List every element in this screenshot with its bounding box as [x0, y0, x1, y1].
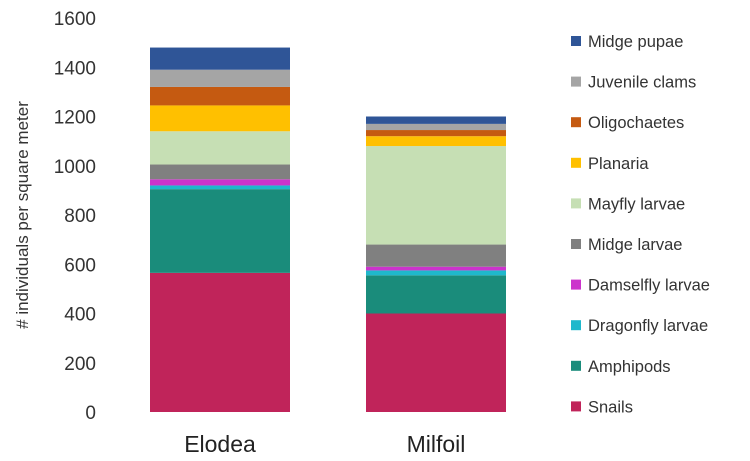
bar-segment-damselfly-larvae — [366, 266, 506, 271]
legend-swatch — [571, 401, 581, 412]
legend-label: Snails — [588, 398, 633, 416]
legend-label: Mayfly larvae — [588, 195, 685, 213]
bar-segment-mayfly-larvae — [366, 146, 506, 245]
legend-swatch — [571, 239, 581, 249]
y-tick-label: 0 — [85, 403, 96, 424]
bar-segment-midge-pupae — [150, 47, 290, 70]
legend-item: Dragonfly larvae — [571, 317, 708, 335]
bar-segment-snails — [150, 272, 290, 412]
legend-swatch — [571, 157, 581, 168]
bar-segment-damselfly-larvae — [150, 179, 290, 186]
bar-segment-planaria — [366, 136, 506, 147]
bar-segment-midge-pupae — [366, 116, 506, 124]
x-category-label: Elodea — [184, 431, 256, 457]
bar-segment-mayfly-larvae — [150, 131, 290, 165]
bar-segment-oligochaetes — [150, 86, 290, 106]
bar-stack-elodea — [150, 47, 290, 412]
bar-segment-amphipods — [150, 189, 290, 273]
legend-label: Midge larvae — [588, 236, 682, 254]
bar-segment-midge-larvae — [366, 244, 506, 267]
legend-label: Planaria — [588, 155, 649, 173]
legend: Midge pupae Juvenile clams Oligochaetes Pla… — [571, 33, 710, 416]
bar-stack-milfoil — [366, 116, 506, 412]
y-axis-ticks: 0 200 400 600 800 1000 1200 1400 1600 — [54, 9, 96, 424]
bar-segment-planaria — [150, 105, 290, 132]
y-tick-label: 1000 — [54, 157, 96, 178]
bar-segment-oligochaetes — [366, 130, 506, 137]
legend-swatch — [571, 117, 581, 128]
legend-swatch — [571, 36, 581, 46]
y-tick-label: 600 — [64, 255, 96, 276]
legend-item: Mayfly larvae — [571, 195, 685, 213]
legend-item: Planaria — [571, 155, 649, 173]
bar-segment-snails — [366, 313, 506, 412]
legend-item: Damselfly larvae — [571, 277, 710, 295]
bar-segment-juvenile-clams — [150, 69, 290, 87]
legend-label: Damselfly larvae — [588, 277, 710, 295]
y-tick-label: 1600 — [54, 9, 96, 30]
y-tick-label: 400 — [64, 305, 96, 326]
y-tick-label: 1400 — [54, 58, 96, 79]
legend-label: Dragonfly larvae — [588, 317, 708, 335]
legend-item: Oligochaetes — [571, 114, 684, 132]
legend-item: Amphipods — [571, 358, 671, 376]
legend-label: Midge pupae — [588, 33, 683, 51]
y-tick-label: 800 — [64, 206, 96, 227]
legend-swatch — [571, 76, 581, 87]
bar-segment-dragonfly-larvae — [366, 270, 506, 276]
y-axis-label: # individuals per square meter — [13, 101, 32, 329]
bar-segment-dragonfly-larvae — [150, 185, 290, 190]
legend-item: Midge pupae — [571, 33, 683, 51]
legend-swatch — [571, 360, 581, 371]
bar-segment-amphipods — [366, 275, 506, 314]
legend-swatch — [571, 320, 581, 331]
legend-label: Amphipods — [588, 358, 671, 376]
bar-segment-midge-larvae — [150, 164, 290, 180]
x-axis-labels: Elodea Milfoil — [184, 431, 465, 457]
legend-item: Midge larvae — [571, 236, 682, 254]
legend-label: Oligochaetes — [588, 114, 684, 132]
legend-label: Juvenile clams — [588, 74, 696, 92]
y-axis-title: # individuals per square meter — [13, 101, 32, 329]
bar-segment-juvenile-clams — [366, 123, 506, 131]
legend-item: Juvenile clams — [571, 74, 696, 92]
bars — [150, 47, 506, 412]
legend-swatch — [571, 279, 581, 290]
y-tick-label: 200 — [64, 354, 96, 375]
y-tick-label: 1200 — [54, 108, 96, 129]
legend-item: Snails — [571, 398, 633, 416]
legend-swatch — [571, 198, 581, 209]
x-category-label: Milfoil — [407, 431, 466, 457]
